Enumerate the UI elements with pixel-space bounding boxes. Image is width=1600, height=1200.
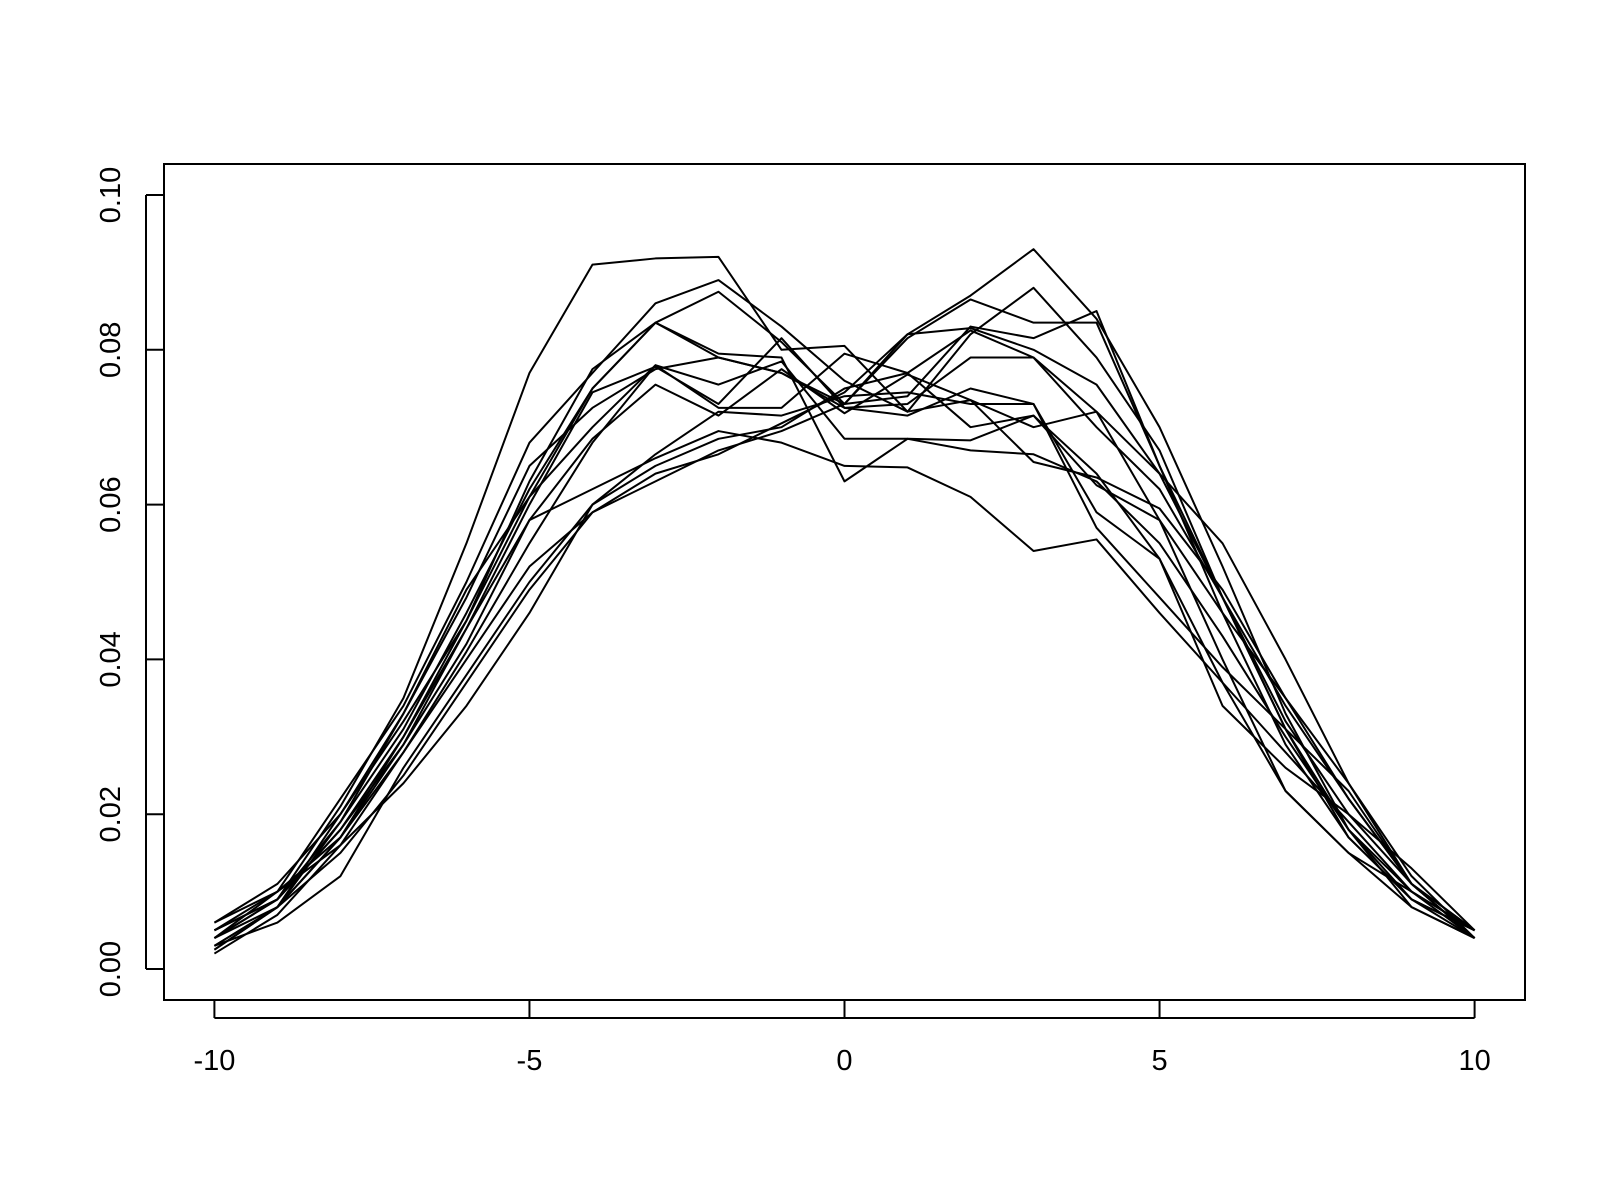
series-line — [214, 329, 1476, 947]
x-tick-label: 0 — [836, 1045, 852, 1077]
y-tick-label: 0.00 — [95, 941, 127, 997]
series-line — [213, 279, 1476, 939]
y-tick-label: 0.02 — [95, 786, 127, 842]
plot-frame — [163, 163, 1526, 1001]
y-tick-label: 0.06 — [95, 476, 127, 532]
x-tick-label: 10 — [1458, 1045, 1490, 1077]
x-tick-label: -5 — [517, 1045, 543, 1077]
series-line — [213, 360, 1476, 955]
series-line — [213, 352, 1476, 951]
series-line — [213, 321, 1476, 932]
series-line — [213, 298, 1476, 939]
series-line — [213, 255, 1476, 939]
x-tick-label: 5 — [1151, 1045, 1167, 1077]
series-line — [213, 368, 1476, 939]
y-tick-label: 0.10 — [95, 167, 127, 223]
series-line — [213, 337, 1476, 947]
series-line — [213, 327, 1476, 951]
x-tick-label: -10 — [193, 1045, 235, 1077]
y-tick-label: 0.08 — [95, 322, 127, 378]
y-tick-label: 0.04 — [95, 631, 127, 687]
series-line — [213, 391, 1476, 932]
series-line — [213, 356, 1476, 939]
series-line — [213, 430, 1476, 932]
